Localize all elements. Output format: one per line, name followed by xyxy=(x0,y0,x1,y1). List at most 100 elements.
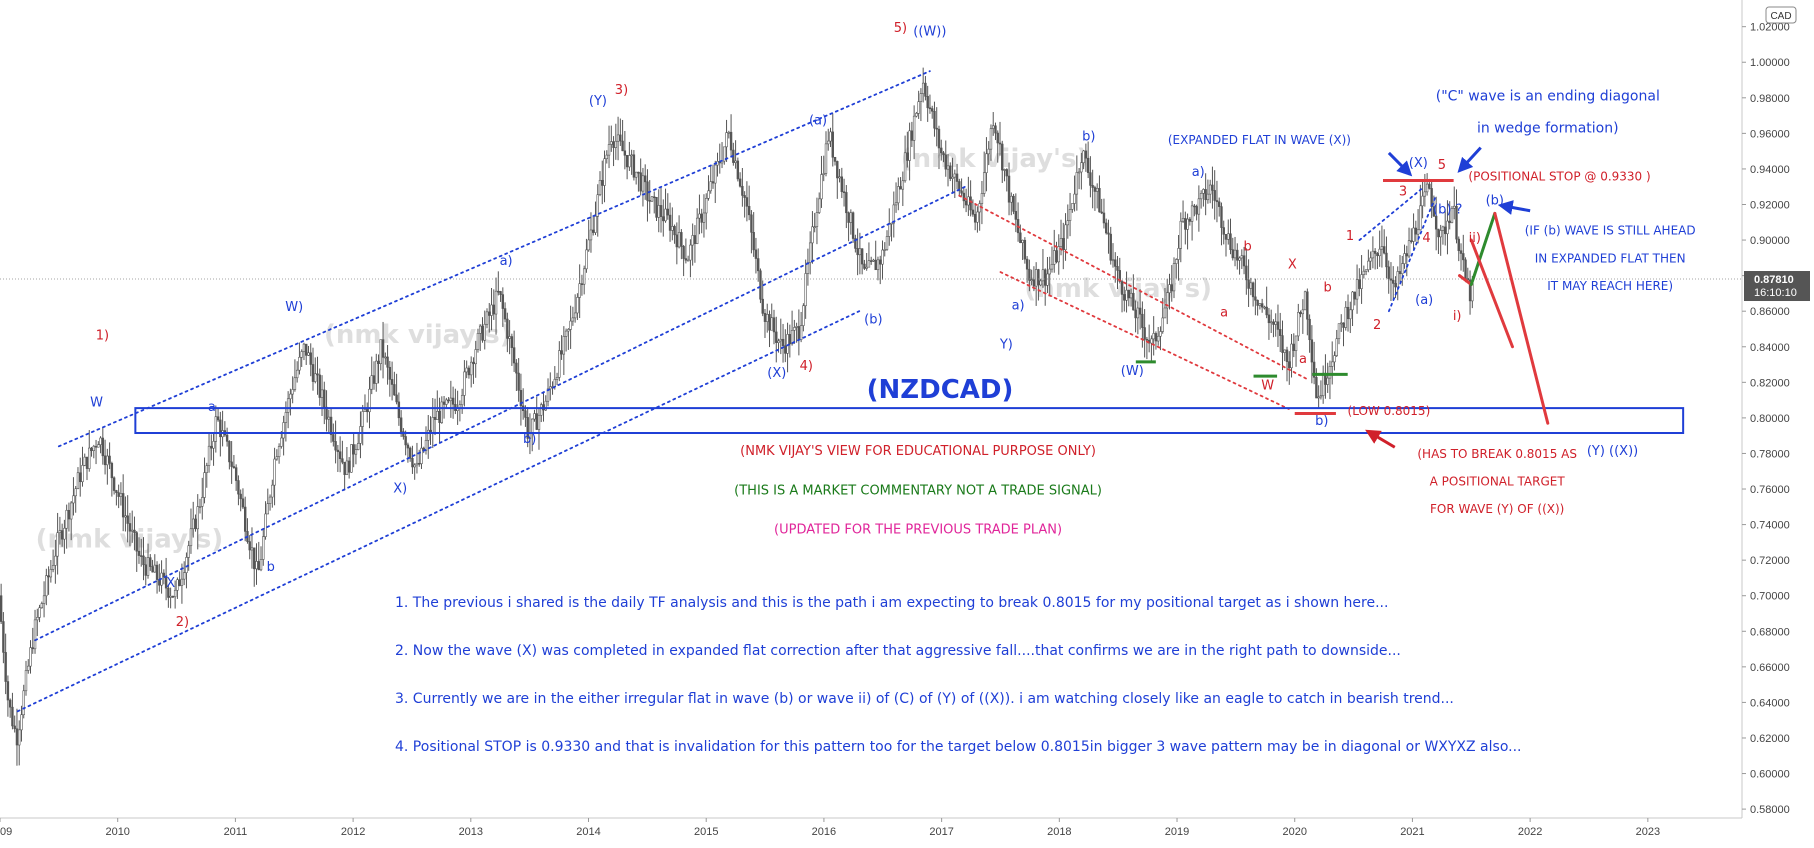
candle-body xyxy=(248,541,251,551)
candle-body xyxy=(103,455,107,466)
channel-line xyxy=(958,194,1308,380)
candle-body xyxy=(173,589,177,598)
candle-body xyxy=(978,203,981,213)
candle-body xyxy=(949,165,952,179)
candle-body xyxy=(298,356,301,371)
price-tick-label: 1.00000 xyxy=(1750,57,1790,69)
candle-body xyxy=(497,290,500,293)
candle-body xyxy=(225,434,229,442)
candle-body xyxy=(1114,259,1117,267)
candle-body xyxy=(946,165,950,170)
candle-body xyxy=(282,422,285,439)
candle-body xyxy=(698,213,701,219)
candle-body xyxy=(1238,257,1241,261)
candle-body xyxy=(854,238,857,249)
candle-body xyxy=(788,334,792,345)
candle-body xyxy=(1376,253,1379,257)
candle-body xyxy=(535,413,538,430)
candle-body xyxy=(935,127,938,130)
candle-body xyxy=(1179,220,1182,249)
price-tick-label: 0.60000 xyxy=(1750,769,1790,781)
price-tick-label: 0.72000 xyxy=(1750,555,1790,567)
candle-body xyxy=(45,575,48,597)
candle-body xyxy=(573,312,577,319)
candle-body xyxy=(824,143,828,174)
candle-body xyxy=(637,171,640,174)
candle-body xyxy=(621,140,624,152)
candle-body xyxy=(761,298,764,314)
candle-body xyxy=(558,350,561,378)
candle-body xyxy=(1434,215,1438,230)
candle-body xyxy=(524,410,527,418)
candle-body xyxy=(1159,331,1162,337)
candle-body xyxy=(29,647,32,667)
candle-body xyxy=(1428,183,1431,189)
candle-body xyxy=(1249,282,1253,289)
candle-body xyxy=(483,323,486,341)
candle-body xyxy=(711,181,715,184)
candle-body xyxy=(1274,321,1277,325)
candle-body xyxy=(707,190,710,199)
annotation-text: ("C" wave is an ending diagonal xyxy=(1436,88,1660,104)
candle-body xyxy=(341,458,344,463)
candle-body xyxy=(101,437,105,457)
candle-body xyxy=(485,311,489,325)
candle-body xyxy=(128,523,132,532)
candle-body xyxy=(960,190,963,194)
candle-body xyxy=(8,699,12,708)
candle-body xyxy=(585,249,588,270)
candle-body xyxy=(1023,239,1027,260)
candle-body xyxy=(1005,169,1008,177)
candle-body xyxy=(94,445,98,448)
candle-body xyxy=(38,607,41,618)
candle-body xyxy=(673,226,676,236)
candle-body xyxy=(15,728,19,746)
candle-body xyxy=(840,176,844,193)
candle-body xyxy=(241,498,245,508)
candle-body xyxy=(377,360,380,364)
candle-body xyxy=(51,565,55,570)
candle-body xyxy=(347,460,351,473)
candle-body xyxy=(1116,266,1119,271)
price-tick-label: 0.78000 xyxy=(1750,448,1790,460)
candle-body xyxy=(822,173,825,175)
candle-body xyxy=(406,444,410,449)
candle-body xyxy=(1331,361,1334,367)
candle-body xyxy=(1019,232,1022,244)
candle-body xyxy=(413,464,416,468)
candle-body xyxy=(329,416,333,435)
candle-body xyxy=(845,192,848,214)
wave-label: b) xyxy=(1315,414,1328,429)
candle-body xyxy=(6,681,10,701)
candle-body xyxy=(1432,206,1436,217)
candle-body xyxy=(1263,306,1266,309)
candle-body xyxy=(273,458,276,486)
candle-body xyxy=(350,444,353,473)
candle-body xyxy=(1030,279,1033,282)
candle-body xyxy=(973,213,977,223)
candle-body xyxy=(989,128,993,150)
candle-body xyxy=(119,493,123,497)
candle-body xyxy=(847,212,850,223)
time-tick-label: 2009 xyxy=(0,826,12,838)
candle-body xyxy=(210,445,213,449)
candle-body xyxy=(1394,283,1397,288)
candle-body xyxy=(300,351,303,358)
price-tick-label: 0.74000 xyxy=(1750,520,1790,532)
candle-body xyxy=(1204,189,1207,201)
candle-body xyxy=(1136,307,1140,319)
candle-body xyxy=(1256,299,1259,306)
candle-body xyxy=(201,497,204,507)
candle-body xyxy=(1132,292,1135,311)
annotation-text: (LOW 0.8015) xyxy=(1348,404,1431,418)
candle-body xyxy=(60,530,64,540)
candle-body xyxy=(178,579,181,586)
candle-body xyxy=(343,461,346,475)
annotation-arrow xyxy=(1387,151,1413,177)
candle-body xyxy=(1299,312,1302,315)
candle-body xyxy=(1107,232,1110,235)
time-tick-label: 2022 xyxy=(1518,826,1542,838)
candle-body xyxy=(144,564,147,576)
candle-body xyxy=(942,152,945,156)
